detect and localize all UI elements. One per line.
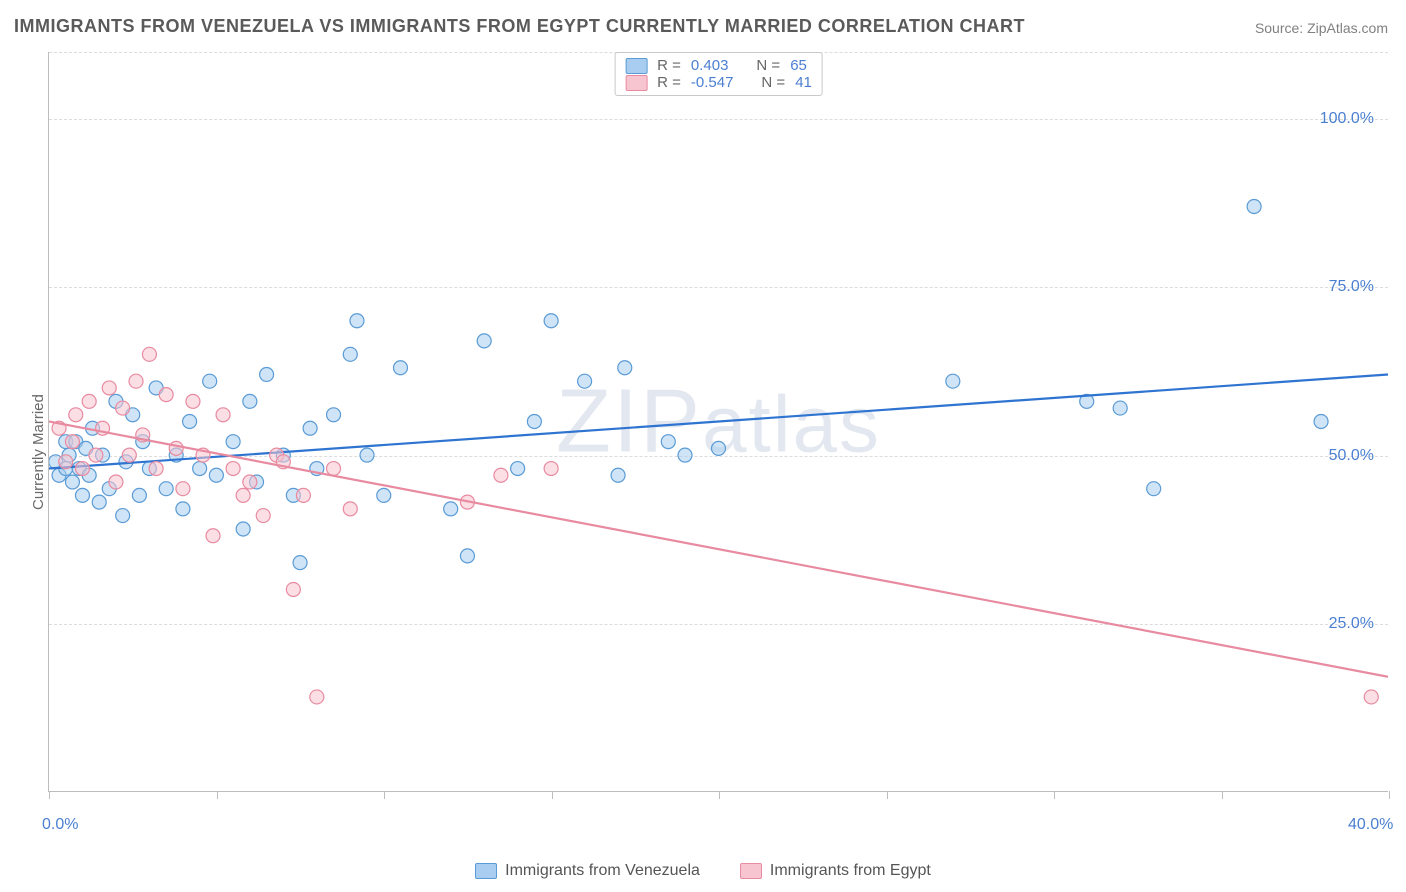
data-point bbox=[678, 448, 692, 462]
x-tick-label: 0.0% bbox=[42, 816, 78, 834]
data-point bbox=[203, 374, 217, 388]
y-axis-label: Currently Married bbox=[30, 394, 47, 510]
data-point bbox=[92, 495, 106, 509]
data-point bbox=[256, 509, 270, 523]
data-point bbox=[544, 314, 558, 328]
data-point bbox=[149, 462, 163, 476]
plot-area: ZIPatlas R = 0.403 N = 65 R = -0.547 N =… bbox=[48, 52, 1388, 792]
data-point bbox=[494, 468, 508, 482]
data-point bbox=[186, 394, 200, 408]
data-point bbox=[116, 401, 130, 415]
swatch-egypt bbox=[740, 863, 762, 879]
data-point bbox=[206, 529, 220, 543]
data-point bbox=[226, 462, 240, 476]
data-point bbox=[661, 435, 675, 449]
swatch-venezuela bbox=[625, 58, 647, 74]
n-value-venezuela: 65 bbox=[790, 57, 807, 74]
legend-series: Immigrants from Venezuela Immigrants fro… bbox=[0, 862, 1406, 880]
data-point bbox=[129, 374, 143, 388]
data-point bbox=[293, 556, 307, 570]
r-value-egypt: -0.547 bbox=[691, 74, 734, 91]
swatch-venezuela bbox=[475, 863, 497, 879]
data-point bbox=[444, 502, 458, 516]
data-point bbox=[243, 394, 257, 408]
data-point bbox=[360, 448, 374, 462]
data-point bbox=[527, 415, 541, 429]
data-point bbox=[578, 374, 592, 388]
data-point bbox=[460, 549, 474, 563]
data-point bbox=[209, 468, 223, 482]
legend-item-venezuela: Immigrants from Venezuela bbox=[475, 862, 700, 880]
data-point bbox=[1247, 200, 1261, 214]
data-point bbox=[216, 408, 230, 422]
data-point bbox=[65, 435, 79, 449]
source-label: Source: ZipAtlas.com bbox=[1255, 20, 1388, 36]
regression-line bbox=[49, 422, 1388, 677]
data-point bbox=[343, 347, 357, 361]
x-tick-label: 40.0% bbox=[1348, 816, 1393, 834]
data-point bbox=[350, 314, 364, 328]
data-point bbox=[116, 509, 130, 523]
data-point bbox=[59, 455, 73, 469]
data-point bbox=[477, 334, 491, 348]
data-point bbox=[377, 488, 391, 502]
n-label: N = bbox=[756, 57, 780, 74]
data-point bbox=[286, 582, 300, 596]
data-point bbox=[132, 488, 146, 502]
data-point bbox=[1364, 690, 1378, 704]
data-point bbox=[310, 690, 324, 704]
data-point bbox=[236, 488, 250, 502]
data-point bbox=[303, 421, 317, 435]
data-point bbox=[712, 441, 726, 455]
swatch-egypt bbox=[625, 75, 647, 91]
data-point bbox=[226, 435, 240, 449]
data-point bbox=[159, 482, 173, 496]
legend-label-egypt: Immigrants from Egypt bbox=[770, 862, 931, 880]
data-point bbox=[618, 361, 632, 375]
data-point bbox=[159, 388, 173, 402]
data-point bbox=[69, 408, 83, 422]
data-point bbox=[142, 347, 156, 361]
data-point bbox=[511, 462, 525, 476]
r-value-venezuela: 0.403 bbox=[691, 57, 729, 74]
data-point bbox=[183, 415, 197, 429]
data-point bbox=[75, 462, 89, 476]
data-point bbox=[393, 361, 407, 375]
data-point bbox=[611, 468, 625, 482]
chart-title: IMMIGRANTS FROM VENEZUELA VS IMMIGRANTS … bbox=[14, 16, 1025, 37]
data-point bbox=[89, 448, 103, 462]
data-point bbox=[102, 381, 116, 395]
plot-svg bbox=[49, 52, 1388, 791]
data-point bbox=[1147, 482, 1161, 496]
r-label: R = bbox=[657, 74, 681, 91]
legend-item-egypt: Immigrants from Egypt bbox=[740, 862, 931, 880]
data-point bbox=[327, 462, 341, 476]
data-point bbox=[176, 502, 190, 516]
data-point bbox=[122, 448, 136, 462]
data-point bbox=[327, 408, 341, 422]
data-point bbox=[75, 488, 89, 502]
data-point bbox=[176, 482, 190, 496]
data-point bbox=[946, 374, 960, 388]
data-point bbox=[243, 475, 257, 489]
data-point bbox=[236, 522, 250, 536]
data-point bbox=[1314, 415, 1328, 429]
n-value-egypt: 41 bbox=[795, 74, 812, 91]
data-point bbox=[544, 462, 558, 476]
data-point bbox=[343, 502, 357, 516]
data-point bbox=[260, 367, 274, 381]
data-point bbox=[109, 475, 123, 489]
data-point bbox=[82, 394, 96, 408]
legend-row-venezuela: R = 0.403 N = 65 bbox=[625, 57, 812, 74]
legend-correlation: R = 0.403 N = 65 R = -0.547 N = 41 bbox=[614, 52, 823, 96]
data-point bbox=[193, 462, 207, 476]
legend-label-venezuela: Immigrants from Venezuela bbox=[505, 862, 700, 880]
r-label: R = bbox=[657, 57, 681, 74]
data-point bbox=[169, 441, 183, 455]
legend-row-egypt: R = -0.547 N = 41 bbox=[625, 74, 812, 91]
data-point bbox=[1113, 401, 1127, 415]
n-label: N = bbox=[761, 74, 785, 91]
data-point bbox=[65, 475, 79, 489]
data-point bbox=[296, 488, 310, 502]
